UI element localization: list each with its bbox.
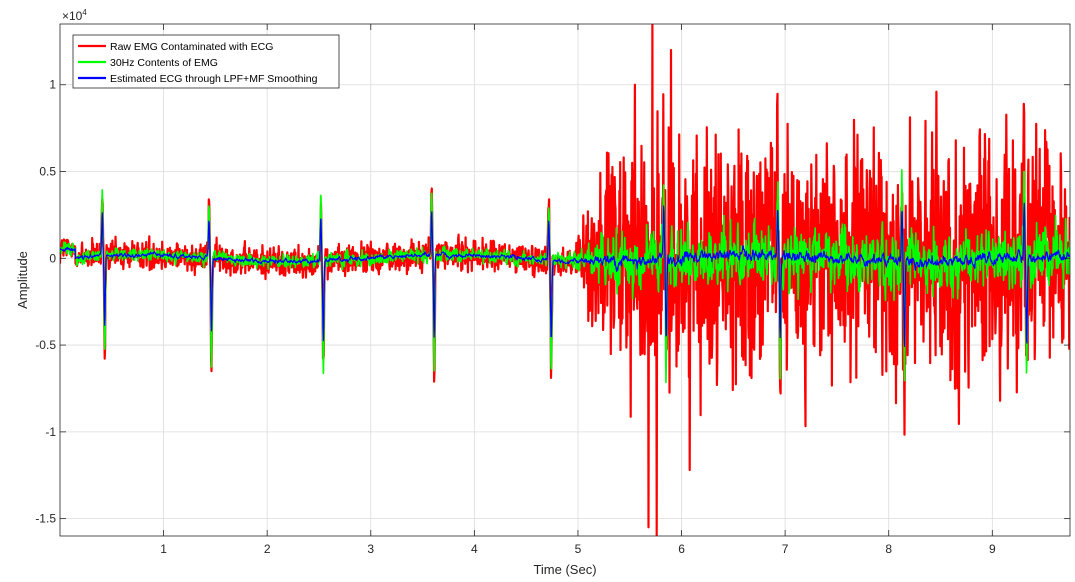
legend-label: Estimated ECG through LPF+MF Smoothing [110, 73, 318, 85]
x-axis-label: Time (Sec) [533, 562, 596, 577]
y-axis-label: Amplitude [15, 251, 30, 309]
y-tick-label: 0.5 [39, 165, 56, 179]
legend-box [72, 34, 340, 89]
x-tick-label: 8 [885, 542, 892, 556]
y-tick-label: -1.5 [35, 512, 56, 526]
series-line-3 [60, 202, 1070, 347]
x-tick-label: 2 [264, 542, 271, 556]
y-tick-label: 0 [49, 251, 56, 265]
legend-label: 30Hz Contents of EMG [110, 57, 218, 69]
plot-frame [59, 23, 1071, 537]
y-tick-label: -1 [45, 425, 56, 439]
y-tick-label: 1 [49, 78, 56, 92]
axis-ticks [60, 24, 1070, 536]
legend-label: Raw EMG Contaminated with ECG [110, 41, 273, 53]
x-tick-label: 1 [160, 542, 167, 556]
y-exponent-label: ×104 [62, 8, 87, 23]
x-tick-label: 3 [367, 542, 374, 556]
x-tick-label: 7 [782, 542, 789, 556]
x-tick-label: 5 [575, 542, 582, 556]
y-tick-label: -0.5 [35, 338, 56, 352]
tick-labels: 1 2 3 4 5 6 7 8 9 -1.5 -1 -0.5 0 0.5 1 [35, 78, 996, 556]
x-tick-label: 6 [678, 542, 685, 556]
legend: Raw EMG Contaminated with ECG 30Hz Conten… [72, 34, 340, 89]
series-layer [60, 24, 1070, 536]
x-tick-label: 9 [989, 542, 996, 556]
x-tick-label: 4 [471, 542, 478, 556]
